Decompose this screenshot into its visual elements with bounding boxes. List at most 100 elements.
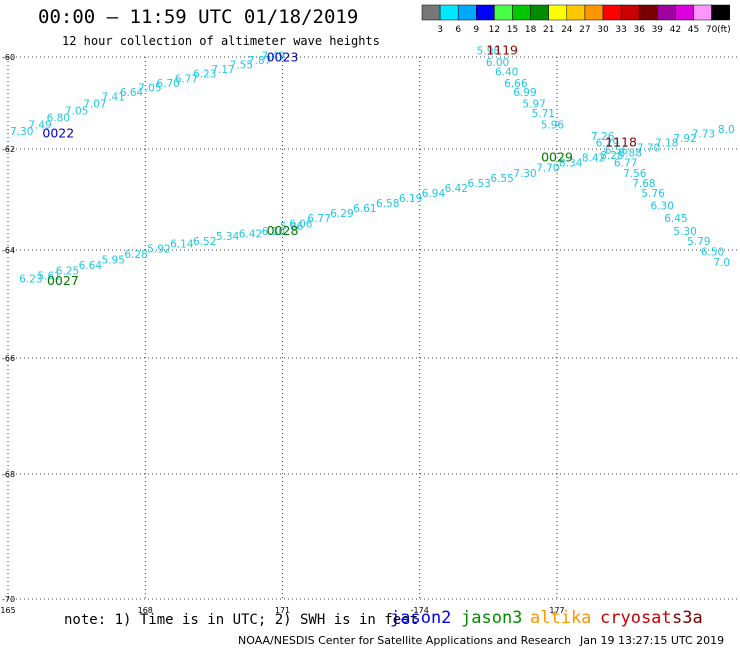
x-tick-label: 171 — [275, 606, 290, 615]
scale-swatch — [711, 4, 730, 21]
scale-label: 33 — [615, 25, 626, 35]
swh-value: 6.50 — [701, 246, 724, 258]
scale-label: 9 — [473, 25, 479, 35]
swh-value: 6.00 — [486, 57, 509, 69]
swh-value: 7.49 — [262, 50, 285, 62]
swh-value: 6.53 — [468, 178, 491, 190]
scale-label: 45 — [688, 25, 699, 35]
swh-value: 6.70 — [156, 78, 179, 90]
legend-s3a: s3a — [672, 608, 703, 628]
swh-value: 6.23 — [193, 69, 216, 81]
pass-label: 0023 — [267, 50, 299, 65]
swh-value: 6.66 — [504, 78, 528, 90]
swh-value: 5.97 — [522, 99, 545, 111]
scale-label: 12 — [489, 25, 500, 35]
swh-value: 6.94 — [422, 188, 446, 200]
swh-value: 7.41 — [102, 92, 125, 104]
swh-value: 6.61 — [353, 203, 376, 215]
swh-value: 5.98 — [477, 46, 500, 58]
swh-value: 7.17 — [211, 64, 234, 76]
swh-value: 7.55 — [230, 60, 253, 72]
scale-label: 18 — [525, 25, 537, 35]
legend-jason2: jason2 — [390, 608, 452, 628]
swh-value: 6.42 — [239, 228, 262, 240]
scale-label: 30 — [597, 25, 609, 35]
swh-value: 5.86 — [280, 221, 304, 233]
swh-value: 6.58 — [376, 198, 399, 210]
color-scale: 3 6 9 12 15 18 21 24 27 30 33 36 39 42 45 70 (ft) — [421, 4, 731, 35]
scale-label: 15 — [507, 25, 518, 35]
swh-value: 7.70 — [637, 143, 660, 155]
swh-value: 7.73 — [692, 129, 715, 141]
swh-value: 6.14 — [170, 238, 194, 250]
y-tick-label: -66 — [2, 354, 15, 363]
pass-label: 0027 — [47, 273, 79, 288]
swh-value: 6.10 — [262, 226, 285, 238]
scale-label: 70 — [706, 25, 718, 35]
swh-value: 5.79 — [687, 236, 710, 248]
swh-value: 6.06 — [289, 218, 313, 230]
swh-value: 6.55 — [490, 173, 513, 185]
swh-value: 6.52 — [193, 236, 216, 248]
scale-label: 6 — [455, 25, 461, 35]
pass-label: 1119 — [486, 43, 518, 58]
x-tick-label: 168 — [138, 606, 153, 615]
y-tick-label: -68 — [2, 470, 15, 479]
y-tick-label: -64 — [2, 246, 15, 255]
swh-value: 6.23 — [19, 273, 42, 285]
swh-value: 6.19 — [399, 193, 422, 205]
swh-value: 6.42 — [445, 183, 468, 195]
swh-value: 6.77 — [307, 213, 330, 225]
pass-label: 0028 — [267, 223, 299, 238]
swh-value: 6.45 — [664, 213, 687, 225]
pass-label: 0022 — [42, 126, 74, 141]
scale-unit: (ft) — [717, 25, 731, 35]
swh-value: 5.30 — [673, 226, 696, 238]
swh-value: 5.34 — [216, 231, 240, 243]
swh-value: 7.18 — [655, 138, 678, 150]
swh-value: 6.99 — [513, 87, 536, 99]
swh-value: 6.30 — [651, 201, 674, 213]
scale-label: 21 — [543, 25, 554, 35]
swh-value: 5.92 — [147, 244, 170, 256]
y-tick-label: -60 — [2, 53, 15, 62]
page-title: 00:00 – 11:59 UTC 01/18/2019 — [38, 6, 359, 28]
swh-value: 7.0 — [713, 257, 730, 269]
swh-value: 8.0 — [718, 124, 735, 136]
swh-value: 8.42 — [582, 153, 605, 165]
swh-value: 8.34 — [559, 158, 583, 170]
swh-value: 6.28 — [124, 249, 147, 261]
scale-label: 3 — [437, 25, 443, 35]
swh-value: 8.28 — [600, 150, 623, 162]
scale-label: 27 — [579, 25, 590, 35]
swh-value: 5.76 — [641, 188, 665, 200]
swh-value: 5.71 — [532, 108, 555, 120]
scale-label: 24 — [561, 25, 573, 35]
footer-credit: NOAA/NESDIS Center for Satellite Applica… — [238, 634, 572, 647]
swh-value: 7.70 — [536, 163, 559, 175]
swh-value: 6.56 — [605, 145, 629, 157]
legend-jason3: jason3 — [461, 608, 523, 628]
legend-cryosat: cryosat — [600, 608, 672, 628]
pass-label: 1118 — [605, 135, 637, 150]
x-tick-label: 177 — [549, 606, 564, 615]
swh-value: 6.29 — [596, 138, 619, 150]
note-text: note: 1) Time is in UTC; 2) SWH is in fe… — [64, 612, 419, 628]
swh-value: 8.88 — [619, 148, 642, 160]
swh-value: 6.64 — [79, 260, 103, 272]
swh-value: 6.40 — [495, 66, 518, 78]
swh-value: 7.30 — [10, 126, 33, 138]
swh-value: 6.64 — [120, 87, 144, 99]
footer-timestamp: Jan 19 13:27:15 UTC 2019 — [580, 634, 725, 647]
swh-value: 7.56 — [623, 168, 647, 180]
page-subtitle: 12 hour collection of altimeter wave hei… — [62, 34, 380, 48]
pass-label: 0029 — [541, 150, 573, 165]
y-tick-label: -62 — [2, 145, 15, 154]
swh-value: 7.07 — [83, 99, 106, 111]
swh-value: 7.05 — [138, 83, 161, 95]
scale-label: 36 — [633, 25, 645, 35]
y-tick-label: -70 — [2, 595, 15, 604]
scale-label: 39 — [652, 25, 664, 35]
swh-value: 7.87 — [248, 55, 271, 67]
